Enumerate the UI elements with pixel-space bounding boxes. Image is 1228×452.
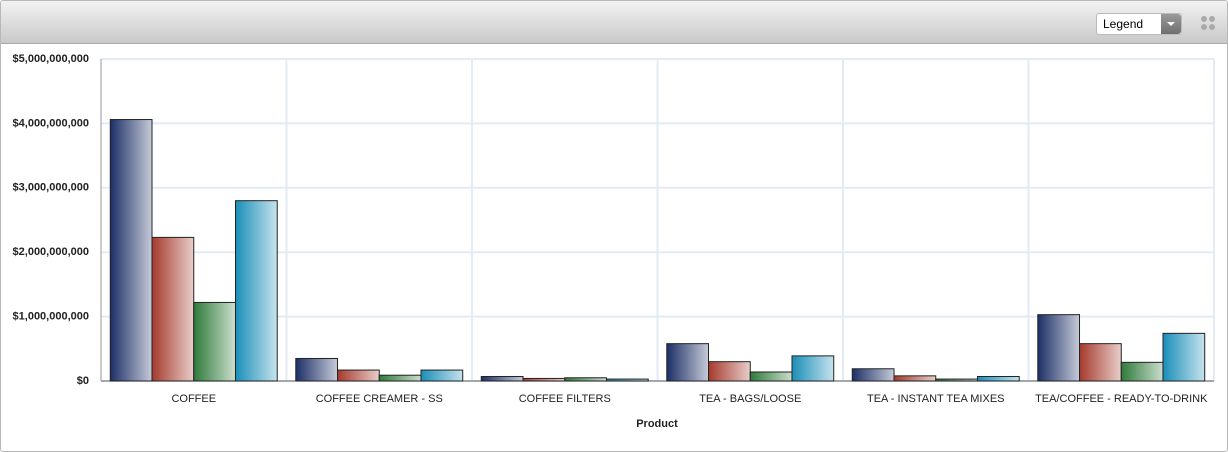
y-tick-label: $0	[77, 375, 89, 387]
dropdown-label: Legend	[1103, 17, 1144, 31]
x-tick-label: COFFEE	[171, 393, 216, 405]
bar	[522, 377, 566, 382]
bar	[109, 119, 153, 382]
dropdown-arrow[interactable]	[1161, 14, 1181, 34]
bar	[935, 378, 978, 382]
bar	[1120, 361, 1164, 382]
bar	[337, 369, 380, 382]
chart: Product $0 $1,000,000,000 $2,000,000,000 $3…	[13, 53, 1215, 430]
x-tick-label: COFFEE CREAMER - SS	[316, 393, 443, 405]
y-tick-label: $1,000,000,000	[13, 311, 89, 323]
toolbar: Legend	[1, 1, 1227, 44]
y-tick-label: $3,000,000,000	[13, 182, 89, 194]
bar	[480, 375, 524, 382]
bar	[893, 375, 937, 382]
bar	[1162, 332, 1206, 382]
bar	[791, 355, 835, 382]
x-axis-title: Product	[636, 418, 678, 430]
bar	[666, 343, 710, 382]
bar	[1079, 343, 1122, 382]
x-tick-label: TEA - BAGS/LOOSE	[699, 393, 801, 405]
bar	[564, 377, 607, 382]
bar	[378, 374, 422, 382]
bar	[193, 301, 236, 382]
x-tick-label: COFFEE FILTERS	[519, 393, 611, 405]
y-tick-label: $4,000,000,000	[13, 117, 89, 129]
expand-icon[interactable]	[1201, 16, 1215, 30]
bar	[234, 200, 278, 382]
x-tick-label: TEA/COFFEE - READY-TO-DRINK	[1035, 393, 1208, 405]
bar	[605, 378, 649, 382]
legend-dropdown[interactable]: Legend	[1096, 13, 1182, 35]
bar	[851, 368, 895, 382]
y-tick-label: $5,000,000,000	[13, 53, 89, 65]
x-tick-label: TEA - INSTANT TEA MIXES	[867, 393, 1005, 405]
bar	[295, 357, 339, 382]
y-tick-label: $2,000,000,000	[13, 246, 89, 258]
bar	[708, 361, 751, 382]
bar	[749, 371, 793, 382]
bar	[420, 369, 464, 382]
bar	[151, 236, 195, 382]
bar	[1037, 314, 1081, 382]
bar	[976, 375, 1020, 382]
